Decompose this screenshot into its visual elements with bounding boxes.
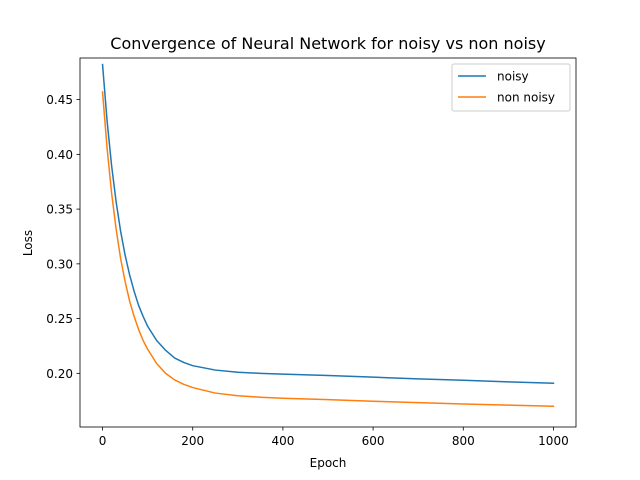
- series-line-1: [101, 91, 555, 407]
- y-tick-label: 0.20: [46, 367, 73, 381]
- series-lines: [101, 63, 555, 407]
- y-axis-title: Loss: [21, 230, 35, 256]
- y-tick-label: 0.35: [46, 203, 73, 217]
- plot-area: [80, 58, 576, 427]
- y-tick-label: 0.25: [46, 312, 73, 326]
- x-tick-label: 600: [362, 434, 385, 448]
- plot-frame: [79, 57, 577, 428]
- x-tick-label: 1000: [538, 434, 569, 448]
- x-axis-title: Epoch: [310, 456, 347, 470]
- y-tick-label: 0.45: [46, 93, 73, 107]
- x-tick-label: 800: [452, 434, 475, 448]
- x-tick-label: 400: [271, 434, 294, 448]
- x-axis-ticks: 0 200 400 600 800 1000: [99, 427, 569, 448]
- chart-title: Convergence of Neural Network for noisy …: [110, 34, 545, 53]
- y-tick-label: 0.40: [46, 148, 73, 162]
- y-axis-ticks: 0.20 0.25 0.30 0.35 0.40 0.45: [46, 93, 80, 381]
- legend: noisy non noisy: [451, 63, 571, 112]
- legend-items: noisy non noisy: [458, 70, 555, 105]
- legend-label-0: noisy: [497, 70, 529, 84]
- series-line-0: [101, 63, 555, 384]
- y-tick-label: 0.30: [46, 257, 73, 271]
- legend-label-1: non noisy: [497, 91, 555, 105]
- x-tick-label: 200: [181, 434, 204, 448]
- x-tick-label: 0: [99, 434, 107, 448]
